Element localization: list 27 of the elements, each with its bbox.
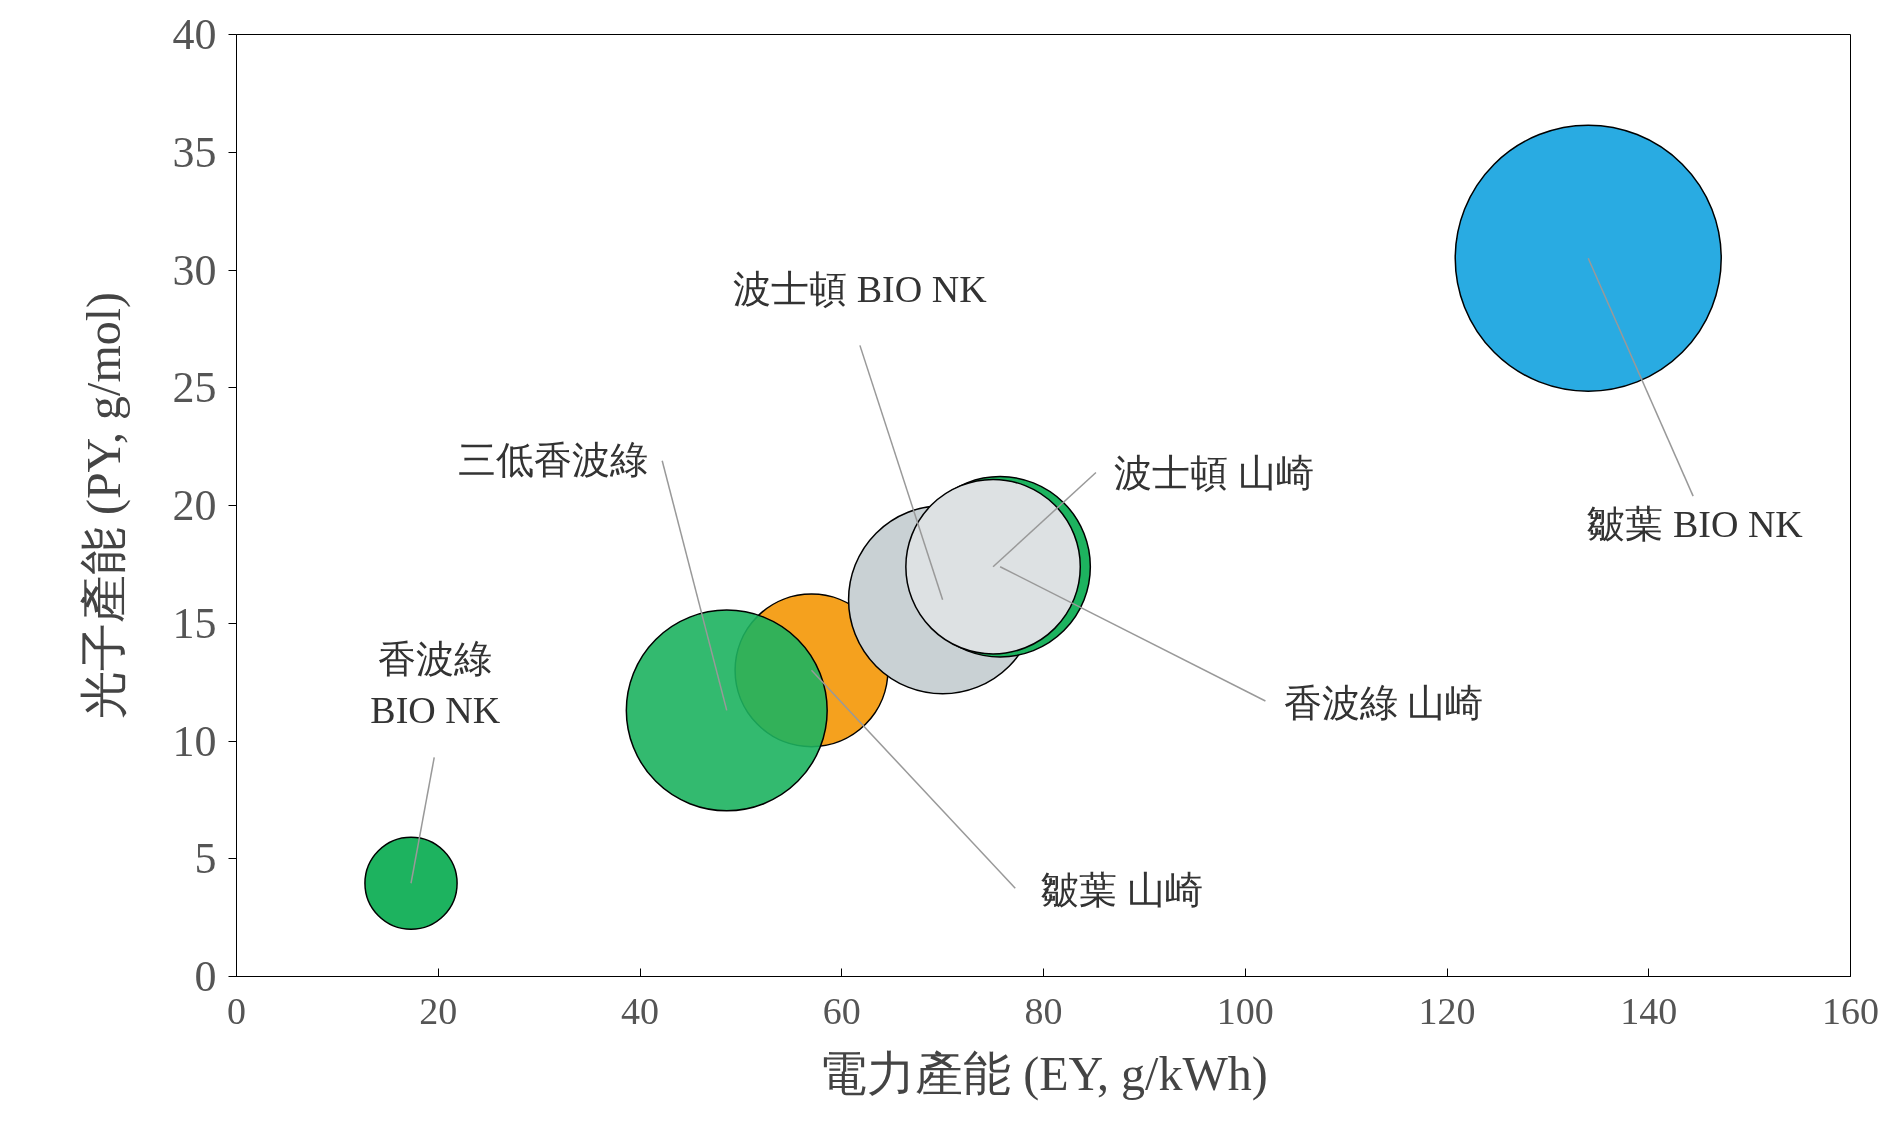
x-axis-title: 電力產能 (EY, g/kWh) [819,1046,1268,1101]
text: 香波綠 山崎 [1283,682,1484,725]
y-tick-label: 15 [172,598,217,648]
x-tick-label: 60 [822,989,861,1032]
text: 香波綠 BIO NK [370,638,501,731]
x-tick-label: 140 [1620,989,1678,1032]
y-tick-label: 35 [172,127,217,177]
y-tick-label: 40 [172,10,217,59]
y-tick-label: 30 [172,245,217,295]
text: 皺葉 BIO NK [1587,503,1804,546]
x-tick-label: 120 [1418,989,1476,1032]
x-tick-label: 160 [1822,989,1879,1032]
y-tick-label: 20 [172,481,217,530]
y-axis-title: 光子產能 (PY, g/mol) [76,291,131,720]
text: 三低香波綠 [458,438,649,481]
y-tick-label: 0 [194,952,217,1001]
text: 皺葉 山崎 [1041,869,1203,912]
x-tick-label: 100 [1216,989,1274,1032]
y-tick-label: 5 [194,834,217,884]
y-tick-label: 10 [172,716,217,766]
x-tick-label: 40 [621,989,659,1032]
text: 波士頓 BIO NK [733,267,988,310]
x-tick-label: 80 [1024,989,1063,1032]
x-tick-label: 20 [419,989,458,1032]
series-label: 波士頓 山崎 [1114,451,1314,494]
y-tick-label: 25 [172,363,217,413]
x-tick-label: 0 [227,989,246,1032]
